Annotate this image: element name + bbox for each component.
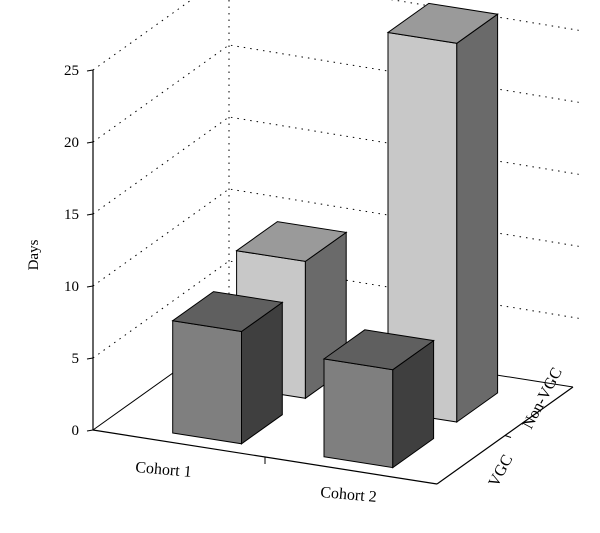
bars — [171, 2, 499, 469]
bar-front-face — [323, 358, 394, 469]
bar-top-face — [171, 291, 284, 333]
y-tick-label: 0 — [72, 423, 80, 439]
y-tick — [86, 69, 94, 72]
bar-top-face — [235, 221, 348, 262]
bar-front-face — [172, 320, 242, 445]
x-category-label: Cohort 1 — [135, 459, 193, 481]
y-tick-label: 20 — [64, 135, 79, 151]
y-tick-label: 25 — [64, 63, 79, 79]
y-tick — [86, 357, 94, 360]
y-tick — [86, 429, 94, 432]
y-tick-label: 10 — [64, 279, 79, 295]
ticks: 0 5 10 15 20 25 — [64, 63, 512, 464]
y-tick — [86, 285, 94, 288]
y-axis-title: Days — [26, 239, 42, 270]
gridlines — [92, 0, 584, 359]
gridline — [92, 0, 584, 71]
series-label: VGC — [486, 452, 517, 490]
y-tick — [86, 213, 94, 216]
y-tick-label: 15 — [64, 207, 79, 223]
y-tick — [86, 141, 94, 144]
y-tick-label: 5 — [72, 351, 80, 367]
bar-vgc-2 — [322, 329, 435, 469]
gridline — [92, 44, 584, 143]
gridline — [92, 116, 584, 215]
depth-tick — [504, 435, 512, 438]
bar-side-face — [456, 13, 499, 423]
bar-non-vgc-2 — [386, 2, 499, 423]
bar-top-face — [322, 329, 435, 371]
bar-vgc-1 — [171, 291, 284, 445]
bar-top-face — [386, 2, 499, 44]
x-category-label: Cohort 2 — [320, 484, 378, 506]
